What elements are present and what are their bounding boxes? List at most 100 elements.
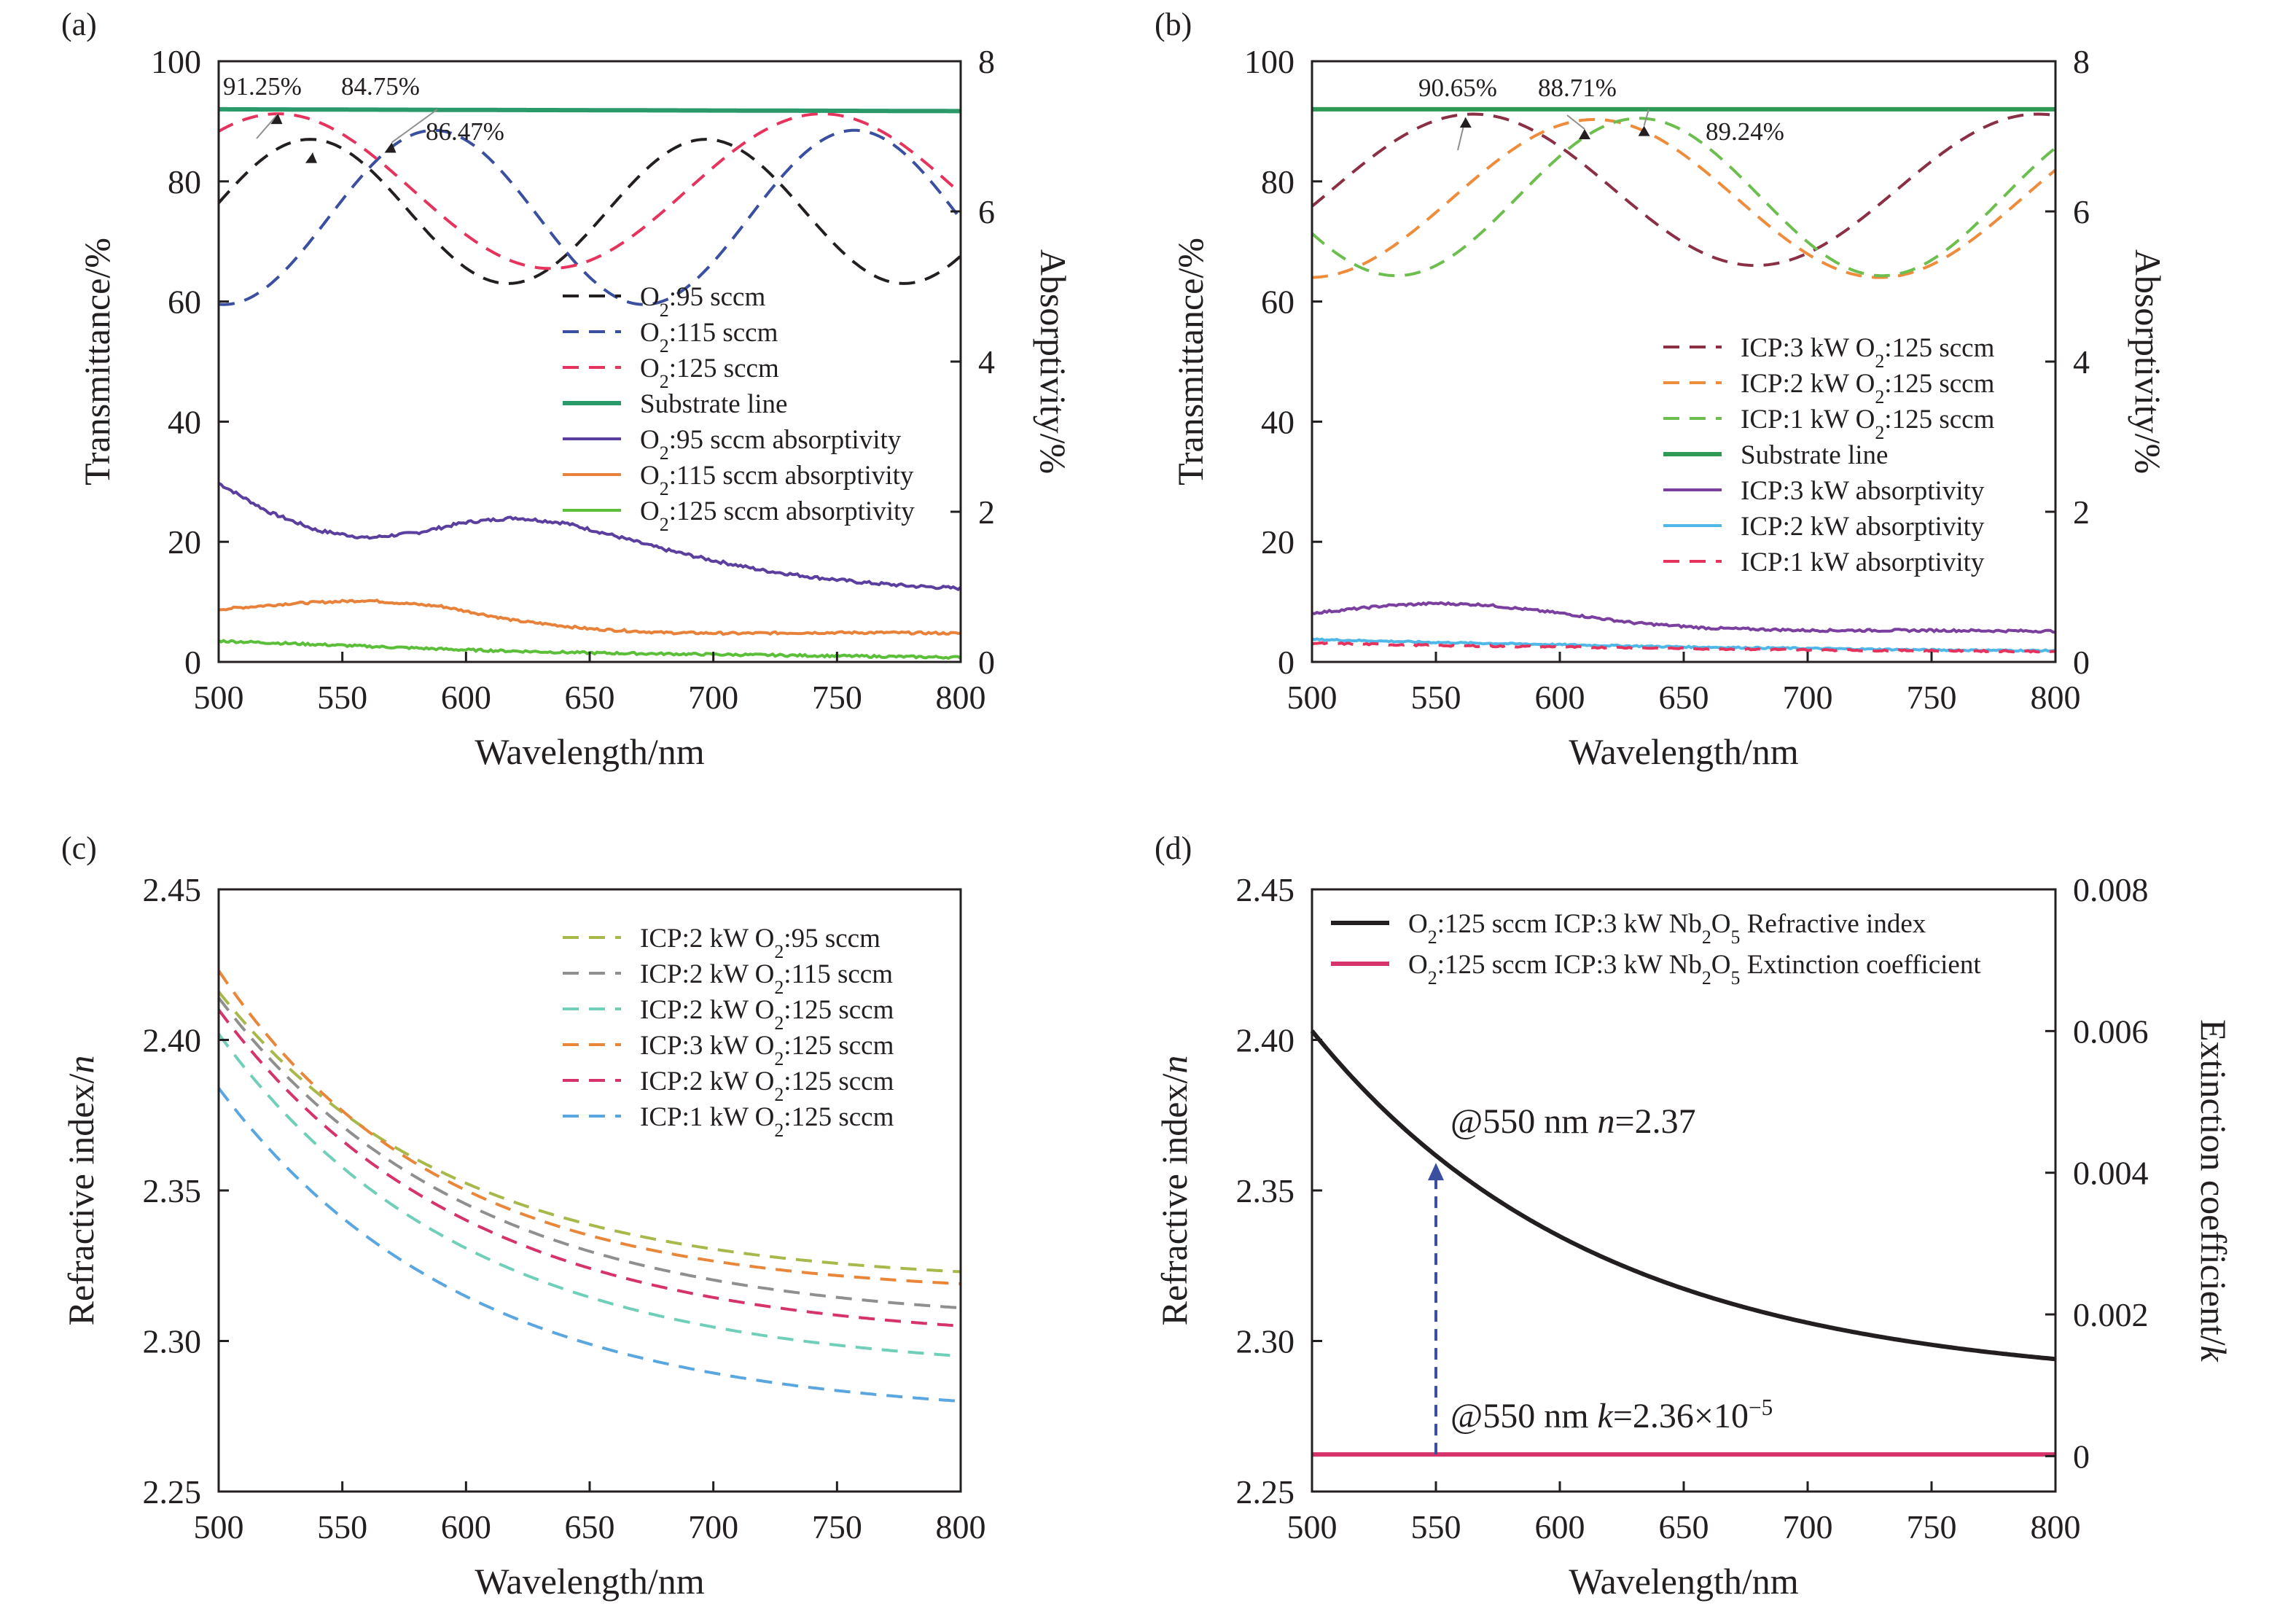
y-axis-title: Refractive index/n — [1154, 1056, 1195, 1326]
y-tick-label: 2.35 — [1236, 1172, 1295, 1209]
text-part: ICP:2 kW O — [640, 959, 774, 989]
text-part: :95 sccm absorptivity — [669, 425, 902, 455]
text-part: 2 — [1702, 967, 1711, 989]
legend-label: ICP:1 kW absorptivity — [1741, 547, 1985, 577]
x-tick-label: 650 — [1659, 679, 1709, 716]
annotation-label: 91.25% — [223, 72, 302, 101]
legend-label: O2:95 sccm — [640, 282, 765, 321]
annotation-n-label: @550 nm n=2.37 — [1450, 1102, 1696, 1141]
y2-tick-label: 6 — [978, 193, 995, 230]
series-line-2 — [217, 997, 961, 1310]
y2-tick-label: 0 — [2073, 1438, 2090, 1475]
annotation-arrowhead — [305, 152, 317, 163]
x-tick-label: 650 — [565, 1508, 615, 1545]
x-tick-label: 500 — [1287, 1508, 1338, 1545]
text-part: 2 — [660, 300, 669, 321]
y-axis-title: Transmittance/% — [77, 238, 117, 486]
text-part: Extinction coefficient/ — [2193, 1019, 2234, 1346]
series-line-1 — [217, 138, 962, 285]
y-tick-label: 2.45 — [1236, 871, 1295, 908]
annotation-arrowhead — [384, 142, 397, 153]
text-part: :125 sccm — [784, 1102, 894, 1132]
y2-axis: 0 0.002 0.004 0.006 0.008 Extinction coeffici… — [2045, 871, 2234, 1475]
text-part: ICP:1 kW absorptivity — [1741, 547, 1985, 577]
text-part: :115 sccm — [784, 959, 893, 989]
legend-label: O2:125 sccm absorptivity — [640, 496, 915, 535]
legend-label: ICP:1 kW O2:125 sccm — [1741, 405, 1995, 443]
x-tick-label: 800 — [936, 679, 986, 716]
text-part: 2 — [774, 1048, 784, 1069]
annotation-leader — [391, 109, 438, 144]
x-axis: 500 550 600 650 700 750 800 Wavelength/nm — [1287, 1481, 2081, 1602]
annotation-leader — [1643, 109, 1649, 126]
x-tick-label: 750 — [812, 1508, 862, 1545]
y-tick-label: 0 — [1278, 644, 1295, 681]
text-part: ICP:2 kW absorptivity — [1741, 512, 1985, 542]
annotation-label: 88.71% — [1538, 74, 1617, 102]
text-part: O — [640, 318, 660, 348]
text-part: 2 — [774, 1013, 784, 1034]
y2-tick-label: 8 — [2073, 43, 2090, 80]
y2-tick-label: 0 — [2073, 644, 2090, 681]
x-tick-label: 700 — [688, 1508, 738, 1545]
legend: O2:125 sccm ICP:3 kW Nb2O5 Refractive in… — [1331, 909, 1981, 989]
text-part: 2 — [774, 1084, 784, 1105]
y-tick-label: 2.40 — [1236, 1022, 1295, 1059]
plot-frame — [217, 60, 962, 663]
text-part: ICP:2 kW O — [1741, 369, 1875, 399]
text-part: =2.37 — [1615, 1102, 1696, 1141]
annotation-arrowhead — [1459, 117, 1472, 128]
text-part: n — [1154, 1056, 1195, 1074]
text-part: Refractive index/ — [1154, 1074, 1195, 1326]
x-tick-label: 750 — [1907, 1508, 1957, 1545]
x-axis: 500 550 600 650 700 750 800 Wavelength/nm — [194, 1481, 986, 1602]
chart-panel-d: (d)500 550 600 650 700 750 800Wavelength/nm2.2… — [1154, 830, 2234, 1602]
text-part: −5 — [1749, 1395, 1773, 1420]
text-part: 2 — [774, 941, 784, 962]
series-line-7 — [1311, 641, 2056, 654]
text-part: @550 nm — [1450, 1397, 1598, 1435]
text-part: 2 — [774, 977, 784, 998]
x-tick-label: 600 — [1535, 679, 1585, 716]
y-tick-label: 100 — [151, 43, 201, 80]
series-line-1 — [1310, 1029, 2056, 1362]
text-part: 5 — [1731, 927, 1741, 948]
x-tick-label: 500 — [194, 679, 244, 716]
legend-label: O2:95 sccm absorptivity — [640, 425, 902, 464]
text-part: O — [640, 496, 660, 526]
series-line-3 — [217, 1033, 961, 1358]
text-part: 2 — [1875, 422, 1884, 443]
legend-label: ICP:2 kW O2:125 sccm — [640, 1067, 894, 1105]
x-tick-label: 600 — [441, 679, 491, 716]
text-part: 5 — [1731, 967, 1741, 989]
text-part: ICP:3 kW O — [1741, 333, 1875, 363]
x-tick-label: 550 — [317, 1508, 367, 1545]
y-tick-label: 40 — [1261, 403, 1295, 440]
annotation-arrowhead — [1638, 125, 1650, 136]
x-tick-label: 600 — [441, 1508, 491, 1545]
text-part: 2 — [1428, 927, 1437, 948]
text-part: :95 sccm — [784, 924, 880, 954]
legend-label: O2:115 sccm absorptivity — [640, 461, 914, 499]
y-tick-label: 20 — [1261, 523, 1295, 561]
x-tick-label: 500 — [194, 1508, 244, 1545]
text-part: 2 — [660, 514, 669, 535]
annotation-label: 86.47% — [426, 117, 504, 146]
series-line-4 — [219, 106, 961, 114]
x-tick-label: 700 — [688, 679, 738, 716]
text-part: O — [1408, 950, 1428, 980]
plot-area — [1310, 1029, 2056, 1457]
text-part: O — [1711, 909, 1731, 939]
x-tick-label: 600 — [1535, 1508, 1585, 1545]
y-tick-label: 2.45 — [143, 871, 202, 908]
annotation-label: 84.75% — [341, 72, 420, 101]
text-part: Refractive index — [1740, 909, 1926, 939]
y-axis-title: Refractive index/n — [60, 1056, 101, 1326]
y2-tick-label: 0 — [978, 644, 995, 681]
x-tick-label: 800 — [936, 1508, 986, 1545]
series-line-4 — [217, 970, 961, 1285]
text-part: O — [640, 282, 660, 312]
legend-label: O2:125 sccm ICP:3 kW Nb2O5 Refractive in… — [1408, 909, 1926, 948]
y2-axis: 0 2 4 6 8 Absorptivity/% — [2045, 43, 2168, 681]
